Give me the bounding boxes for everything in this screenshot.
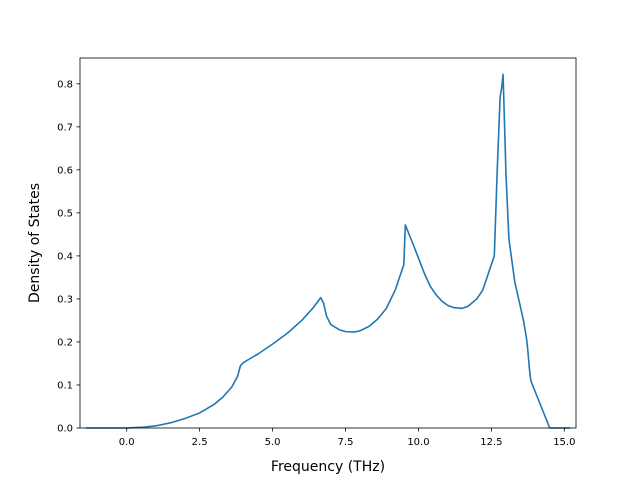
y-tick-label: 0.0 — [57, 424, 73, 435]
x-tick-label: 5.0 — [265, 437, 281, 448]
x-tick-label: 15.0 — [553, 437, 575, 448]
y-tick-label: 0.7 — [57, 122, 73, 133]
dos-series-line-0 — [85, 73, 571, 429]
y-tick-label: 0.8 — [57, 79, 73, 90]
x-tick-label: 7.5 — [338, 437, 354, 448]
x-tick-label: 12.5 — [480, 437, 502, 448]
y-axis-title: Density of States — [27, 183, 43, 303]
plot-frame — [79, 57, 577, 429]
x-tick-label: 0.0 — [119, 437, 135, 448]
plot-layer — [85, 73, 571, 429]
y-tick-label: 0.2 — [57, 337, 73, 348]
y-axis-ticks: 0.0 0.1 0.2 0.3 0.4 0.5 0.6 0.7 0.8 — [57, 79, 80, 435]
y-tick-label: 0.5 — [57, 208, 73, 219]
x-axis-ticks: 0.0 2.5 5.0 7.5 10.0 12.5 15.0 — [119, 428, 575, 448]
x-tick-label: 10.0 — [407, 437, 429, 448]
y-tick-label: 0.4 — [57, 251, 73, 262]
x-tick-label: 2.5 — [192, 437, 208, 448]
y-tick-label: 0.1 — [57, 380, 73, 391]
y-tick-label: 0.3 — [57, 294, 73, 305]
y-tick-label: 0.6 — [57, 165, 73, 176]
x-axis-title: Frequency (THz) — [271, 459, 385, 475]
